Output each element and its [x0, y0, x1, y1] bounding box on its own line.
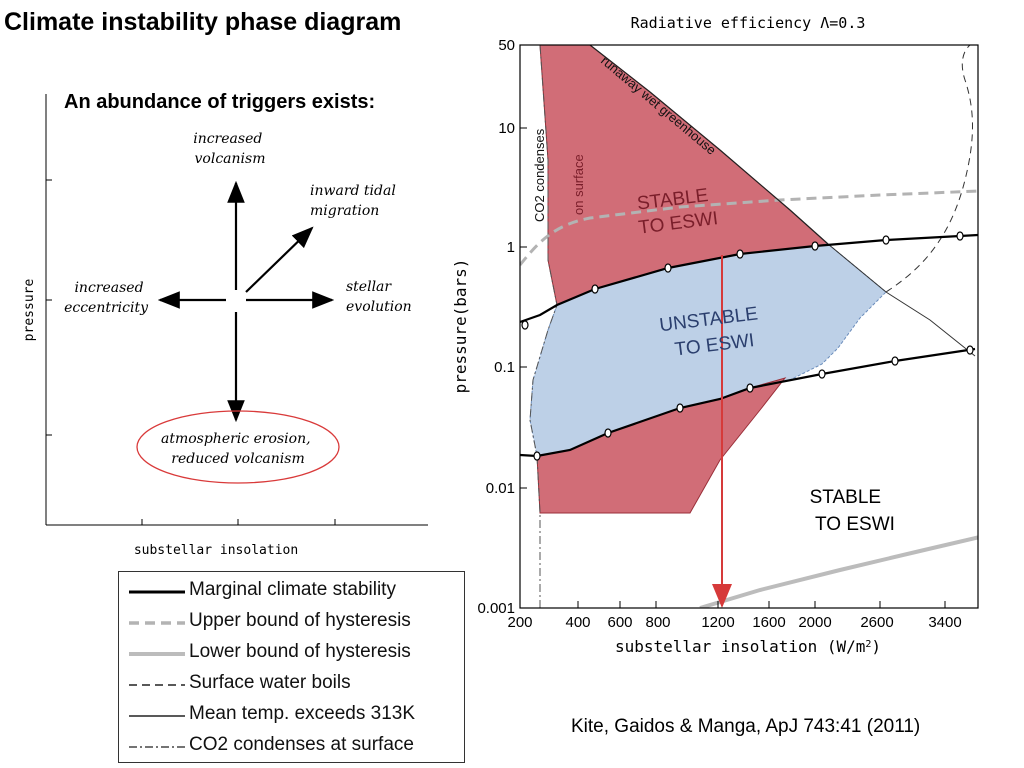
legend-label: CO2 condenses at surface — [189, 734, 414, 755]
legend-item-lower-hysteresis: Lower bound of hysteresis — [119, 638, 464, 668]
y-tick-label: 0.1 — [494, 359, 515, 376]
y-tick-label: 0.001 — [477, 600, 515, 617]
phase-plot-ylabel: pressure(bars) — [451, 259, 470, 394]
x-tick-label: 200 — [507, 614, 532, 631]
curve-lower-hysteresis — [699, 535, 978, 608]
legend-swatch — [129, 590, 185, 594]
label-on-surface: on surface — [571, 154, 586, 215]
trigger-eccentricity: increased eccentricity — [64, 280, 149, 316]
curve-marginal-stability-upper — [520, 233, 978, 324]
trigger-stellar-evolution: stellar evolution — [346, 279, 412, 315]
phase-plot-frame — [519, 44, 979, 609]
x-tick-label: 3400 — [928, 614, 961, 631]
y-tick-label: 10 — [498, 120, 515, 137]
legend-swatch — [129, 715, 185, 717]
x-tick-label: 800 — [645, 614, 670, 631]
legend-label: Lower bound of hysteresis — [189, 641, 411, 662]
highlight-ellipse — [136, 410, 340, 484]
x-axis-tick-labels: 200 400 600 800 1200 1600 2000 2600 3400 — [507, 614, 961, 631]
legend-item-marginal-stability: Marginal climate stability — [119, 576, 464, 606]
legend: Marginal climate stability Upper bound o… — [118, 571, 465, 763]
legend-item-surface-water-boils: Surface water boils — [119, 669, 464, 699]
curve-surface-water-boils — [885, 45, 973, 293]
arrow-upper-right — [245, 226, 314, 293]
schematic-ylabel: pressure — [22, 279, 37, 342]
trigger-tidal-migration: inward tidal migration — [310, 183, 400, 219]
curve-marginal-stability-lower — [520, 347, 976, 458]
y-tick-label: 0.01 — [486, 480, 515, 497]
y-axis-tick-labels: 50 10 1 0.1 0.01 0.001 — [477, 37, 515, 617]
trigger-schematic: substellar insolation pressure increased… — [22, 94, 428, 558]
legend-item-mean-temp: Mean temp. exceeds 313K — [119, 700, 464, 730]
legend-label: Surface water boils — [189, 672, 351, 693]
y-axis-ticks — [520, 44, 527, 609]
y-tick-label: 50 — [498, 37, 515, 54]
x-tick-label: 400 — [565, 614, 590, 631]
trigger-volcanism: increased volcanism — [193, 131, 267, 167]
x-tick-label: 2600 — [860, 614, 893, 631]
curve-co2-condenses — [529, 45, 558, 608]
curve-upper-hysteresis — [520, 189, 978, 266]
label-stable-lower: STABLE TO ESWI — [810, 487, 895, 535]
legend-label: Mean temp. exceeds 313K — [189, 703, 416, 724]
y-tick-label: 1 — [507, 239, 515, 256]
legend-swatch — [129, 652, 185, 656]
x-tick-label: 2000 — [798, 614, 831, 631]
legend-swatch — [129, 621, 185, 625]
x-tick-label: 1600 — [752, 614, 785, 631]
slide-title: Climate instability phase diagram — [4, 8, 402, 36]
legend-item-co2-condenses: CO2 condenses at surface — [119, 731, 464, 761]
schematic-xlabel: substellar insolation — [134, 543, 298, 558]
phase-plot-title: Radiative efficiency Λ=0.3 — [631, 14, 866, 32]
curve-runaway-greenhouse — [589, 45, 829, 245]
legend-label: Upper bound of hysteresis — [189, 610, 411, 631]
schematic-axes — [45, 94, 428, 526]
x-tick-label: 1200 — [701, 614, 734, 631]
phase-diagram: Radiative efficiency Λ=0.3 — [451, 14, 979, 656]
legend-item-upper-hysteresis: Upper bound of hysteresis — [119, 607, 464, 637]
phase-plot-xlabel: substellar insolation (W/m2) — [615, 637, 881, 656]
trigger-atmospheric-erosion: atmospheric erosion, reduced volcanism — [161, 431, 315, 467]
legend-label: Marginal climate stability — [189, 579, 396, 600]
x-axis-ticks — [519, 601, 946, 608]
legend-swatch — [129, 746, 185, 748]
label-co2-condenses: CO2 condenses — [532, 128, 547, 222]
curve-mean-temp-313k — [827, 243, 976, 357]
x-tick-label: 600 — [607, 614, 632, 631]
citation: Kite, Gaidos & Manga, ApJ 743:41 (2011) — [571, 716, 921, 737]
triggers-heading: An abundance of triggers exists: — [64, 91, 376, 113]
legend-swatch — [129, 684, 185, 686]
marginal-curve-markers — [521, 231, 974, 461]
